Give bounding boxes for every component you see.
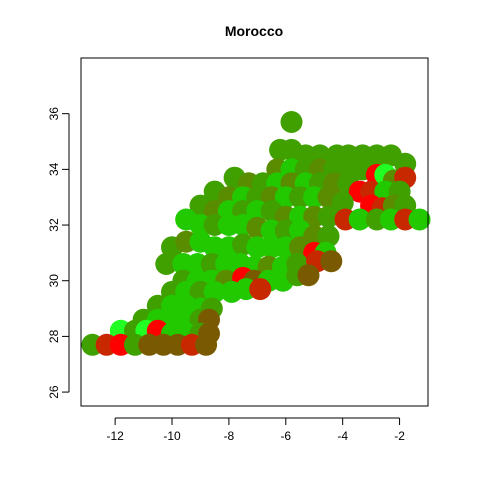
y-axis: 26 28 30 32 34 36 [47, 107, 70, 399]
x-tick-label: -2 [394, 429, 405, 443]
y-tick-label: 32 [47, 218, 61, 232]
data-point [331, 191, 354, 214]
x-tick-label: -8 [224, 429, 235, 443]
data-point [155, 253, 178, 275]
data-point [280, 111, 303, 133]
x-tick-label: -12 [106, 429, 124, 443]
y-tick-label: 34 [47, 162, 61, 176]
data-point [317, 225, 340, 248]
data-point [203, 280, 226, 303]
y-tick-label: 36 [47, 107, 61, 121]
data-point [195, 333, 218, 356]
data-point [348, 208, 371, 231]
y-tick-label: 26 [47, 385, 61, 399]
x-axis: -12 -10 -8 -6 -4 -2 [106, 417, 405, 443]
data-point [249, 278, 272, 301]
data-point [320, 250, 343, 273]
data-point [408, 208, 431, 231]
chart-title: Morocco [225, 23, 283, 39]
data-point [317, 205, 340, 228]
points-layer [81, 111, 431, 356]
data-point [297, 264, 320, 287]
x-tick-label: -4 [337, 429, 348, 443]
y-tick-label: 30 [47, 274, 61, 288]
x-tick-label: -10 [163, 429, 181, 443]
y-tick-label: 28 [47, 329, 61, 343]
plot-frame [80, 57, 429, 407]
x-tick-label: -6 [280, 429, 291, 443]
